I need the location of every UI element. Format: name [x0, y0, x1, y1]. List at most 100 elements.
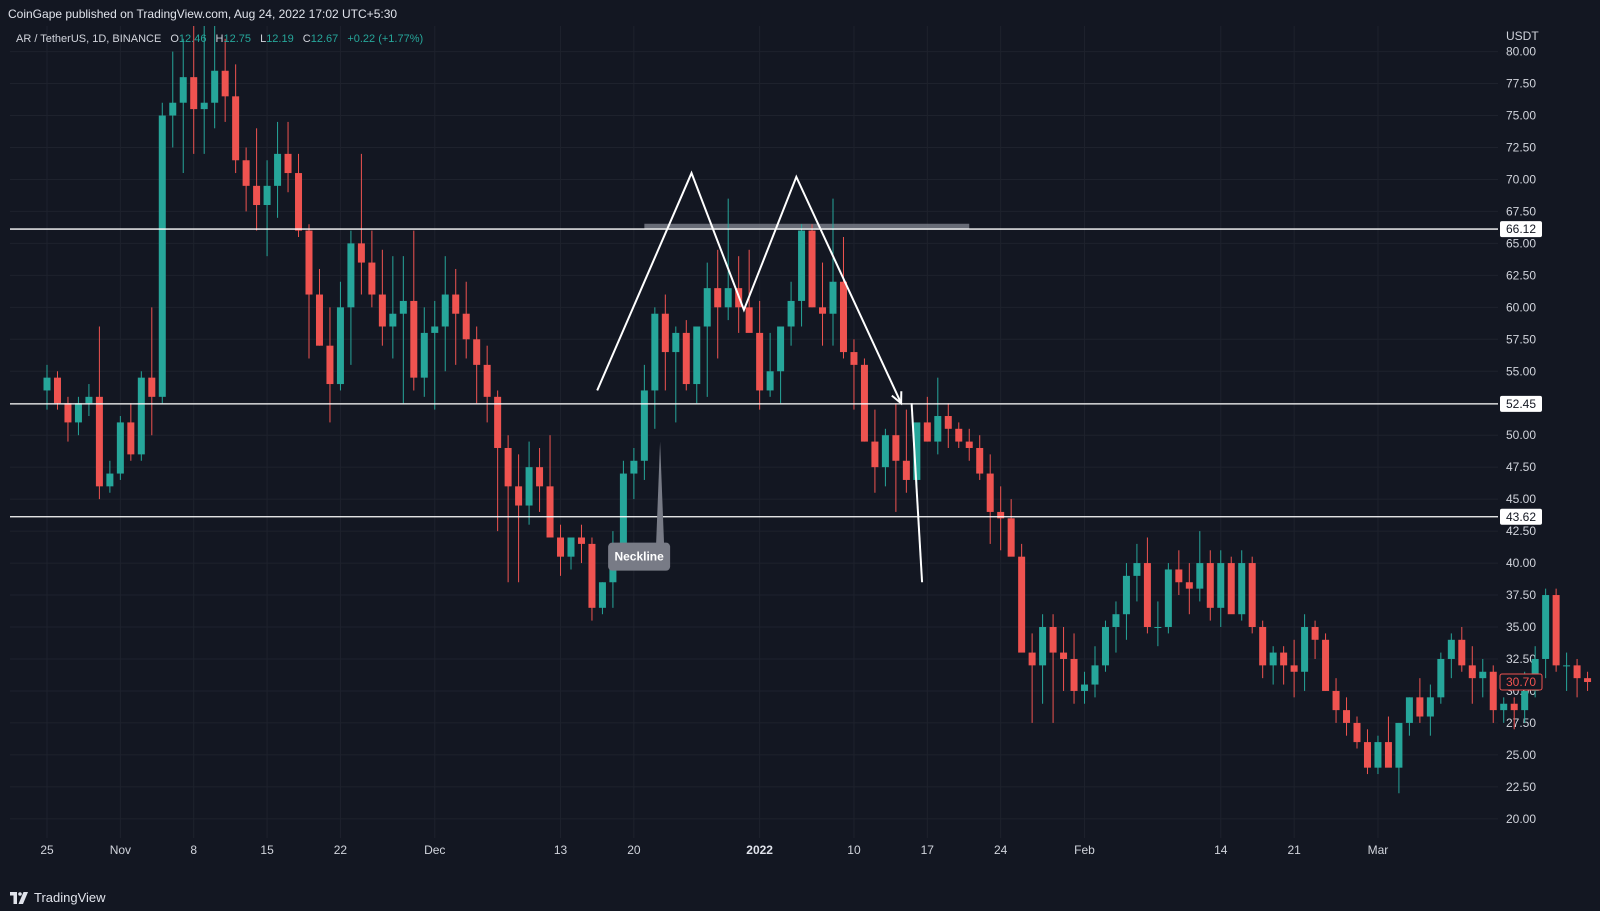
y-tick-label: 70.00: [1506, 172, 1536, 186]
candle-body-up: [913, 422, 921, 480]
candle-body-down: [1070, 658, 1078, 691]
candle-body-up: [651, 313, 659, 391]
candle-body-down: [997, 511, 1005, 519]
candle-body-up: [1164, 569, 1172, 628]
candle-body-down: [253, 185, 261, 206]
candle-body-up: [420, 332, 428, 378]
y-tick-label: 35.00: [1506, 620, 1536, 634]
candle-body-down: [1573, 665, 1581, 679]
candle-body-up: [1039, 627, 1047, 666]
candle-body-up: [1122, 575, 1130, 615]
candle-body-down: [1416, 697, 1424, 717]
candle-body-up: [399, 300, 407, 314]
candle-body-up: [347, 243, 355, 308]
candle-body-down: [714, 288, 722, 308]
candle-body-down: [1353, 722, 1361, 743]
candle-body-down: [819, 307, 827, 314]
candle-body-up: [1091, 665, 1099, 685]
candle-body-down: [1049, 627, 1057, 653]
candle-body-down: [95, 396, 103, 487]
x-tick-label: 10: [847, 843, 861, 857]
candle-body-down: [850, 352, 858, 365]
candle-body-down: [378, 294, 386, 327]
candle-body-up: [106, 473, 114, 487]
candle-body-down: [1175, 569, 1183, 583]
candle-body-up: [1542, 595, 1550, 659]
candle-body-up: [389, 313, 397, 327]
candle-body-down: [577, 537, 585, 544]
candle-body-up: [441, 294, 449, 327]
open-label: O: [170, 33, 179, 45]
x-tick-label: 22: [334, 843, 348, 857]
y-tick-label: 57.50: [1506, 332, 1536, 346]
candle-body-up: [1447, 639, 1455, 659]
candle-body-down: [1384, 742, 1392, 768]
x-tick-label: 24: [994, 843, 1008, 857]
candle-body-up: [1238, 563, 1246, 615]
open-value: 12.46: [178, 33, 207, 45]
candle-body-up: [703, 288, 711, 327]
candle-body-down: [148, 377, 156, 397]
candle-body-up: [1563, 665, 1571, 667]
candle-body-up: [274, 153, 282, 186]
candle-body-down: [871, 441, 879, 468]
candle-body-up: [829, 281, 837, 314]
candle-body-down: [546, 486, 554, 538]
candle-body-down: [756, 332, 764, 391]
candle-body-down: [1143, 563, 1151, 628]
candle-body-down: [483, 364, 491, 397]
x-tick-label: 13: [554, 843, 568, 857]
x-tick-label: Nov: [110, 843, 131, 857]
symbol-name: AR / TetherUS, 1D, BINANCE: [16, 33, 162, 45]
y-tick-label: 40.00: [1506, 556, 1536, 570]
candle-body-up: [336, 307, 344, 385]
candle-body-down: [745, 307, 753, 333]
candle-body-down: [955, 428, 963, 442]
candle-body-up: [630, 460, 638, 474]
brand-name: TradingView: [34, 890, 106, 905]
candle-body-down: [1018, 556, 1026, 653]
high-label: H: [215, 33, 224, 45]
candle-body-up: [43, 377, 51, 391]
y-tick-label: 27.50: [1506, 716, 1536, 730]
close-value: 12.67: [310, 33, 339, 45]
candle-body-up: [1269, 652, 1277, 666]
candle-body-up: [1301, 627, 1309, 672]
last-price-tag: [1499, 673, 1543, 691]
candlestick-chart[interactable]: 80.00 77.50 75.00 72.50 70.00 67.50 65.00 62.50…: [0, 26, 1600, 884]
candle-body-down: [221, 70, 229, 97]
candle-body-up: [1112, 614, 1120, 628]
high-value: 12.75: [223, 33, 251, 45]
candle-body-down: [923, 422, 931, 442]
price-level-tag: [1500, 508, 1542, 525]
callout-pointer: [656, 441, 665, 545]
y-tick-label: 42.50: [1506, 524, 1536, 538]
x-tick-label: Mar: [1368, 843, 1389, 857]
candle-body-down: [305, 230, 313, 295]
chart-area[interactable]: 80.00 77.50 75.00 72.50 70.00 67.50 65.00 62.50…: [0, 26, 1600, 884]
candle-body-up: [211, 70, 219, 103]
candle-body-down: [53, 377, 61, 404]
y-tick-label: 80.00: [1506, 45, 1536, 59]
candle-body-down: [1259, 627, 1267, 666]
candle-body-down: [661, 313, 669, 353]
candle-body-up: [598, 582, 606, 608]
candle-body-down: [536, 467, 544, 487]
candle-body-down: [1510, 703, 1518, 711]
candle-body-up: [881, 435, 889, 468]
candle-body-down: [515, 486, 523, 506]
symbol-legend[interactable]: AR / TetherUS, 1D, BINANCE O12.46 H12.75…: [16, 33, 429, 45]
x-tick-label: 25: [40, 843, 54, 857]
x-tick-label: 2022: [746, 843, 773, 857]
candle-body-down: [1280, 652, 1288, 666]
candle-body-down: [127, 422, 135, 455]
candle-body-down: [1322, 639, 1330, 691]
y-tick-label: 62.50: [1506, 268, 1536, 282]
candle-body-down: [452, 294, 460, 314]
candle-body-down: [315, 294, 323, 346]
neckline-callout-box: [608, 542, 671, 571]
candle-body-down: [965, 441, 973, 448]
price-level-label: 66.12: [1506, 222, 1536, 236]
y-tick-label: 72.50: [1506, 140, 1536, 154]
tradingview-brand[interactable]: TradingView: [10, 890, 106, 905]
